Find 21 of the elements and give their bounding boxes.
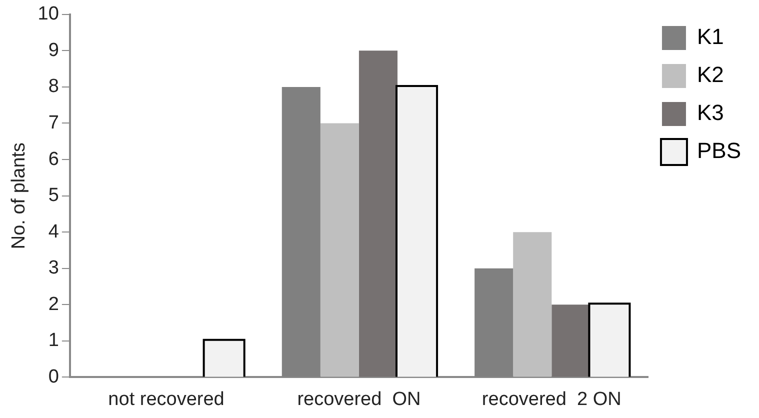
y-tick-label: 8 [48,76,59,98]
y-tick-label: 3 [48,258,59,279]
legend-label: PBS [696,138,742,164]
y-axis-title: No. of plants [8,142,30,250]
y-tick-label: 5 [48,185,59,206]
y-tick-label: 9 [48,40,59,61]
x-tick-label: recovered 2 ON [482,388,622,410]
y-tick-label: 1 [48,330,59,352]
y-tick-label: 0 [48,366,59,388]
legend-label: K2 [696,62,724,88]
y-tick-label: 4 [48,221,60,242]
y-tick-label: 2 [48,294,59,315]
y-tick-label: 6 [48,148,59,170]
y-tick-label: 10 [38,4,59,25]
y-tick-label: 7 [48,112,59,134]
bar [320,123,359,377]
legend-label: K3 [696,100,724,126]
x-tick-label: not recovered [108,388,224,410]
x-tick-label: recovered ON [297,388,421,410]
legend-label: K1 [696,24,724,50]
bar [513,232,552,377]
